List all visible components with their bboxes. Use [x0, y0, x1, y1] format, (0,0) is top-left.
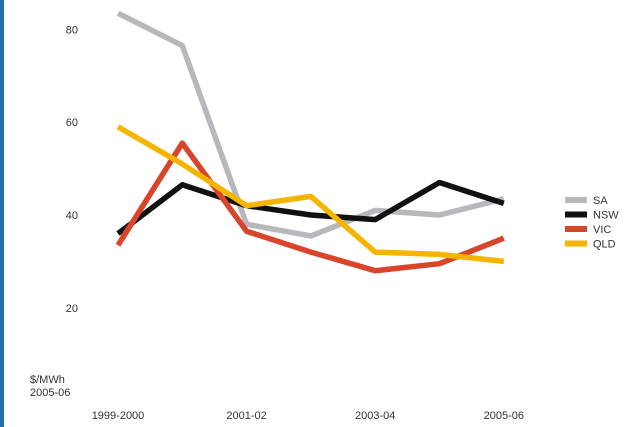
- unit-label-line-1: $/MWh: [30, 374, 65, 386]
- series-line-qld: [116, 124, 505, 265]
- x-tick-label: 2003-04: [355, 410, 395, 422]
- legend-label-nsw: NSW: [593, 210, 619, 222]
- series-line-sa: [116, 10, 505, 239]
- frame-accent-bar: [0, 0, 4, 427]
- y-axis: 20 40 60 80: [66, 24, 78, 314]
- legend-label-qld: QLD: [593, 239, 616, 251]
- y-tick-label: 20: [66, 303, 78, 315]
- y-tick-label: 80: [66, 24, 78, 36]
- legend-swatch-sa: [565, 197, 587, 203]
- x-tick-label: 2005-06: [484, 410, 524, 422]
- y-tick-label: 40: [66, 210, 78, 222]
- legend: SA NSW VIC QLD: [565, 195, 619, 251]
- legend-swatch-nsw: [565, 211, 587, 218]
- legend-label-sa: SA: [593, 195, 608, 207]
- legend-label-vic: VIC: [593, 224, 611, 236]
- unit-label-line-2: 2005-06: [30, 387, 70, 399]
- series-line-nsw: [116, 179, 505, 236]
- legend-swatch-qld: [565, 240, 587, 247]
- x-tick-label: 1999-2000: [92, 410, 145, 422]
- x-tick-label: 2001-02: [226, 410, 266, 422]
- x-axis: 1999-2000 2001-02 2003-04 2005-06: [92, 410, 524, 422]
- series-line-vic: [115, 140, 505, 274]
- y-tick-label: 60: [66, 117, 78, 129]
- series-layer: [115, 10, 505, 274]
- legend-swatch-vic: [565, 226, 587, 232]
